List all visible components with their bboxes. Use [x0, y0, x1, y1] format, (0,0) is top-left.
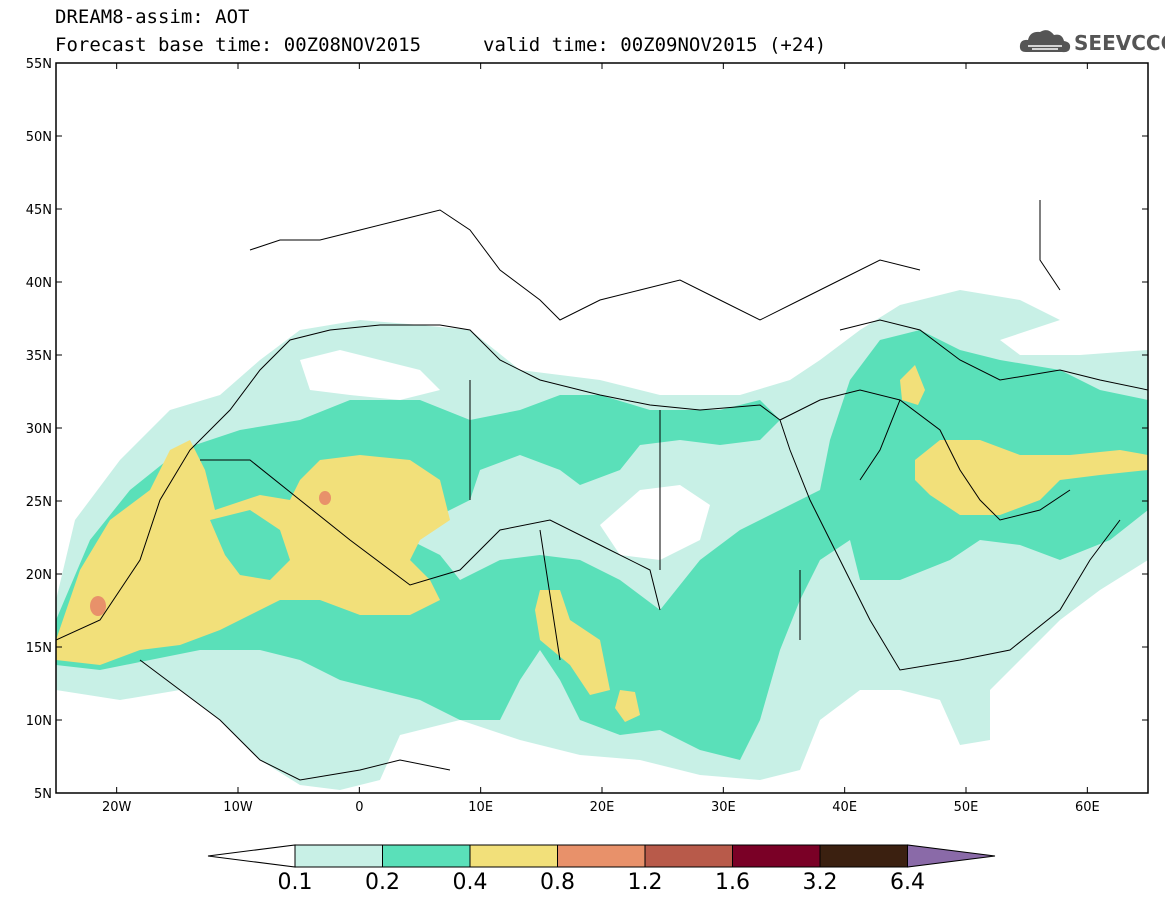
- lon-label: 40E: [832, 800, 857, 815]
- aot-contour-0.8-spot: [90, 596, 106, 616]
- border-middle-east: [839, 319, 1148, 391]
- colorbar-segment: [294, 844, 383, 868]
- colorbar-over-triangle: [907, 844, 996, 868]
- seevccc-logo: SEEVCCC: [1018, 26, 1165, 56]
- lon-label: 10W: [223, 800, 253, 815]
- lat-label: 10N: [26, 714, 52, 729]
- lon-label: 0: [355, 800, 363, 815]
- colorbar-level-label: 1.2: [627, 870, 663, 895]
- colorbar-level-label: 6.4: [890, 870, 925, 895]
- aot-colorbar: [207, 844, 996, 868]
- colorbar-under-triangle: [207, 844, 296, 868]
- forecast-base-time: Forecast base time: 00Z08NOV2015: [55, 34, 422, 56]
- lon-label: 20W: [102, 800, 132, 815]
- latitude-labels: 55N 50N 45N 40N 35N 30N 25N 20N 15N 10N 5N: [26, 57, 52, 802]
- lon-label: 60E: [1075, 800, 1100, 815]
- lat-label: 20N: [26, 568, 52, 583]
- aot-contour-0.4-iraq: [900, 365, 925, 405]
- lat-label: 45N: [26, 203, 52, 218]
- aot-contour-0.4-sudan: [615, 690, 640, 722]
- coastline-europe: [249, 209, 921, 321]
- logo-text: SEEVCCC: [1074, 31, 1165, 55]
- colorbar-segment: [819, 844, 908, 868]
- aot-contour-0.4-gulf: [915, 440, 1148, 515]
- colorbar-level-label: 0.4: [452, 870, 488, 895]
- colorbar-level-label: 0.2: [365, 870, 400, 895]
- cloud-icon: [1019, 30, 1071, 53]
- axis-ticks: [56, 62, 1148, 794]
- colorbar-level-label: 0.1: [277, 870, 313, 895]
- clear-area: [600, 485, 710, 560]
- lon-label: 10E: [468, 800, 493, 815]
- colorbar-segment: [557, 844, 646, 868]
- lat-label: 50N: [26, 130, 52, 145]
- lat-label: 30N: [26, 422, 52, 437]
- lat-label: 55N: [26, 57, 52, 72]
- aot-contour-0.4-green-hole: [210, 510, 290, 580]
- coastline-west-africa: [139, 659, 451, 781]
- map-title: DREAM8-assim: AOT: [55, 6, 250, 28]
- border-sahara: [200, 380, 801, 661]
- lat-label: 25N: [26, 495, 52, 510]
- lon-label: 50E: [954, 800, 979, 815]
- border-arabia: [779, 200, 1071, 521]
- colorbar-segment: [732, 844, 821, 868]
- coastline-africa-north: [56, 324, 1121, 671]
- colorbar-segment: [644, 844, 733, 868]
- lon-label: 20E: [590, 800, 615, 815]
- lon-label: 30E: [711, 800, 736, 815]
- clear-area: [300, 350, 440, 400]
- lat-label: 5N: [34, 787, 52, 802]
- lat-label: 40N: [26, 276, 52, 291]
- lat-label: 15N: [26, 641, 52, 656]
- colorbar-level-label: 1.6: [715, 870, 750, 895]
- lat-label: 35N: [26, 349, 52, 364]
- colorbar-level-label: 3.2: [802, 870, 838, 895]
- clear-area: [1000, 320, 1148, 355]
- valid-time: valid time: 00Z09NOV2015 (+24): [483, 34, 827, 56]
- longitude-labels: 20W 10W 0 10E 20E 30E 40E 50E 60E: [102, 800, 1100, 815]
- colorbar-segment: [469, 844, 558, 868]
- aot-contour-0.2: [56, 330, 1148, 760]
- colorbar-level-label: 0.8: [540, 870, 575, 895]
- colorbar-segment: [382, 844, 471, 868]
- aot-contour-0.8-spot: [319, 491, 331, 505]
